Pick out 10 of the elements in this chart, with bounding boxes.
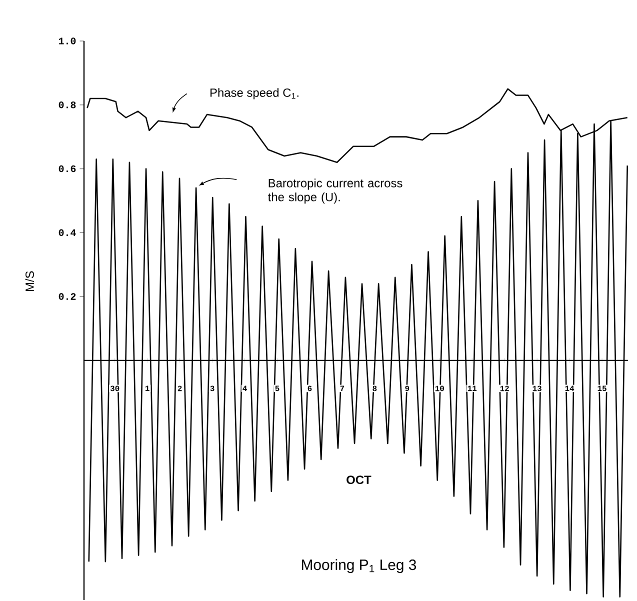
y-axis-title: M/S (25, 271, 34, 292)
y-tick-label: 0.4 (58, 229, 76, 236)
y-tick-label: 0.8 (58, 102, 76, 108)
x-axis-title: OCT (346, 476, 372, 484)
y-tick-label: 0.2 (58, 293, 76, 300)
series-label: Barotropic current across the slope (U). (268, 178, 402, 204)
y-tick-label: 0.6 (58, 166, 76, 172)
y-tick-label: 1.0 (58, 38, 76, 45)
legend-label: Phase speed C$_{1}$. (210, 88, 298, 100)
text: Mooring P$_{1}$ Leg 3 (302, 559, 416, 574)
